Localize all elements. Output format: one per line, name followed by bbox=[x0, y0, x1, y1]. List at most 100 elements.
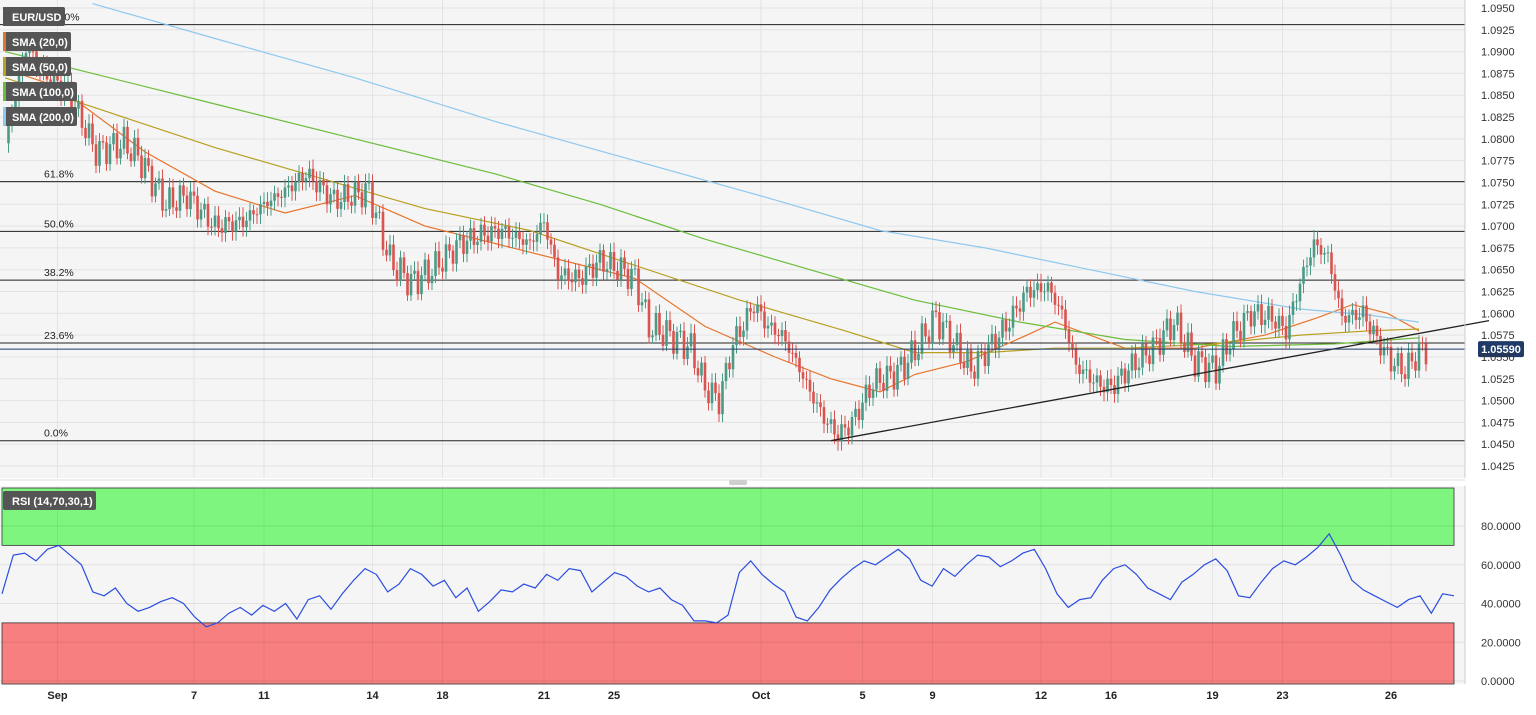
candle-body bbox=[304, 178, 308, 182]
candle-body bbox=[206, 203, 210, 227]
candle-body bbox=[1200, 351, 1204, 358]
candle-body bbox=[535, 234, 539, 242]
candle bbox=[378, 206, 381, 219]
candle bbox=[472, 220, 476, 254]
candle bbox=[185, 186, 189, 217]
candle-body bbox=[941, 321, 945, 340]
candle-body bbox=[696, 368, 700, 376]
pane-splitter[interactable] bbox=[0, 479, 1465, 485]
candle-body bbox=[1050, 282, 1053, 293]
candle bbox=[588, 254, 591, 276]
candle bbox=[1204, 349, 1207, 388]
candle bbox=[595, 254, 598, 287]
candle bbox=[276, 187, 280, 207]
candle bbox=[703, 355, 707, 398]
candle-body bbox=[819, 402, 822, 408]
candle-body bbox=[164, 209, 168, 211]
candle bbox=[98, 133, 101, 173]
candle bbox=[504, 219, 507, 239]
candle bbox=[917, 345, 920, 366]
date-tick-label: Oct bbox=[752, 690, 771, 702]
candle bbox=[171, 179, 175, 215]
candle bbox=[1256, 295, 1260, 320]
candle bbox=[360, 183, 364, 215]
candle-body bbox=[325, 185, 329, 205]
candle-body bbox=[1312, 239, 1316, 258]
candle bbox=[280, 190, 283, 208]
date-tick-label: 9 bbox=[929, 690, 935, 702]
candle bbox=[1120, 361, 1123, 385]
candle-body bbox=[374, 212, 378, 219]
candle-body bbox=[843, 424, 847, 428]
candle bbox=[87, 114, 91, 146]
candle-body bbox=[1116, 375, 1120, 395]
candle bbox=[696, 360, 700, 383]
candle bbox=[213, 206, 217, 236]
candle-body bbox=[1232, 321, 1235, 350]
candle-body bbox=[185, 195, 189, 210]
rsi-tick-label: 80.0000 bbox=[1481, 521, 1521, 533]
candle-body bbox=[938, 312, 941, 340]
candle bbox=[560, 266, 563, 290]
candle bbox=[1074, 342, 1078, 375]
candle-body bbox=[1316, 239, 1319, 246]
candle bbox=[308, 160, 311, 188]
price-tick-label: 1.0575 bbox=[1481, 330, 1515, 342]
candle-body bbox=[122, 126, 126, 149]
candle bbox=[623, 250, 626, 277]
candle bbox=[283, 179, 287, 208]
candle-body bbox=[87, 123, 91, 139]
candle bbox=[1365, 296, 1368, 331]
candle bbox=[913, 330, 917, 367]
candle-body bbox=[1330, 252, 1333, 275]
candle bbox=[444, 235, 448, 280]
candle-body bbox=[612, 251, 616, 271]
pane-resize-handle[interactable] bbox=[729, 480, 747, 485]
candle bbox=[770, 314, 773, 336]
candle bbox=[364, 173, 367, 215]
candle-body bbox=[745, 308, 749, 331]
candle-body bbox=[640, 302, 644, 306]
candle bbox=[1274, 316, 1277, 338]
candle bbox=[983, 342, 987, 374]
candle-body bbox=[759, 304, 763, 312]
candle bbox=[374, 206, 378, 225]
candle-body bbox=[619, 257, 623, 280]
legend-color-swatch bbox=[3, 82, 6, 101]
candle bbox=[409, 265, 413, 302]
candle-body bbox=[1197, 351, 1200, 377]
candle-body bbox=[1228, 349, 1232, 355]
candle bbox=[168, 178, 171, 217]
candle-body bbox=[444, 244, 448, 272]
candle bbox=[892, 362, 896, 397]
candle bbox=[1319, 237, 1323, 265]
candle-body bbox=[798, 357, 801, 373]
candle bbox=[675, 326, 679, 360]
candle-body bbox=[1081, 369, 1085, 374]
price-tick-label: 1.0700 bbox=[1481, 221, 1515, 233]
candle-body bbox=[231, 221, 234, 232]
candle-body bbox=[332, 189, 336, 195]
candle-body bbox=[1407, 352, 1410, 379]
candle-body bbox=[794, 352, 798, 358]
candle-body bbox=[1221, 339, 1225, 366]
candle-body bbox=[126, 126, 129, 154]
candle bbox=[962, 352, 966, 375]
candle bbox=[644, 290, 647, 309]
candle-body bbox=[287, 185, 290, 188]
candle-body bbox=[808, 379, 812, 392]
candle-body bbox=[52, 74, 56, 89]
candle bbox=[122, 118, 126, 155]
candle-body bbox=[252, 210, 255, 215]
candle-body bbox=[1162, 330, 1165, 355]
candle-body bbox=[245, 220, 248, 228]
candle bbox=[1134, 344, 1137, 379]
candle bbox=[164, 199, 168, 218]
date-tick-label: 11 bbox=[258, 690, 270, 702]
candle-body bbox=[94, 144, 98, 166]
candle bbox=[416, 261, 420, 301]
candle-body bbox=[651, 335, 654, 338]
candle-body bbox=[486, 235, 490, 242]
candle bbox=[206, 196, 210, 236]
candle-body bbox=[780, 330, 784, 337]
